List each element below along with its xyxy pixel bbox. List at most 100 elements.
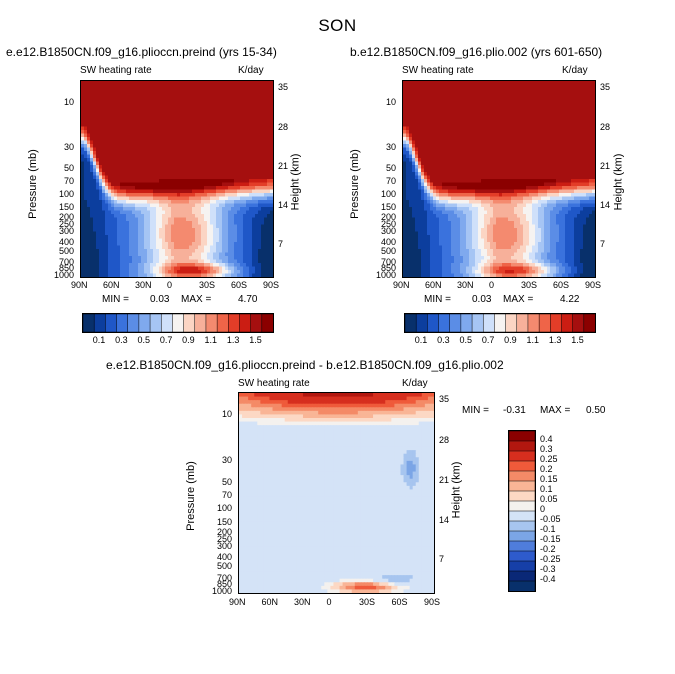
left-cell [195, 231, 199, 236]
left-cell [195, 112, 199, 117]
left-cell [180, 245, 184, 250]
left-cell [81, 158, 85, 163]
left-cell [159, 252, 163, 257]
right-cell [421, 144, 425, 149]
left-cell [132, 252, 136, 257]
left-cell [234, 179, 238, 184]
right-cell [586, 102, 590, 107]
right-cell [517, 130, 521, 135]
left-cell [180, 182, 184, 187]
right-cell [457, 112, 461, 117]
left-cell [234, 235, 238, 240]
left-cell [270, 196, 273, 201]
right-cell [406, 116, 410, 121]
right-cell [514, 109, 518, 114]
left-cell [135, 203, 139, 208]
left-cell [159, 109, 163, 114]
left-cell [177, 210, 181, 215]
left-cell [114, 207, 118, 212]
left-cell [237, 214, 241, 219]
left-cell [258, 200, 262, 205]
right-cell [484, 147, 488, 152]
left-cell [159, 186, 163, 191]
left-cell [246, 228, 250, 233]
right-cell [529, 116, 533, 121]
left-cell [84, 189, 88, 194]
left-cell [213, 231, 217, 236]
left-cell [261, 273, 265, 277]
left-cell [87, 102, 91, 107]
left-cell [108, 207, 112, 212]
right-cell [538, 140, 542, 145]
left-cell [132, 95, 136, 100]
left-cell [219, 161, 223, 166]
left-cell [99, 182, 103, 187]
left-cell [120, 214, 124, 219]
left-cell [93, 126, 97, 131]
left-cell [204, 196, 208, 201]
left-cell [249, 168, 253, 173]
left-cell [195, 91, 199, 96]
left-cell [174, 126, 178, 131]
left-cell [237, 186, 241, 191]
left-cell [231, 224, 235, 229]
left-cell [264, 256, 268, 261]
left-cell [180, 242, 184, 247]
left-cell [126, 175, 130, 180]
left-cell [84, 133, 88, 138]
left-cell [138, 140, 142, 145]
left-cell [225, 252, 229, 257]
left-cell [126, 84, 130, 89]
left-cell [267, 231, 271, 236]
left-cell [171, 210, 175, 215]
right-cell [496, 88, 500, 93]
left-cell [264, 196, 268, 201]
left-colorbar-label: 1.3 [226, 335, 240, 345]
left-cell [141, 245, 145, 250]
right-cell [460, 151, 464, 156]
left-cell [177, 137, 181, 142]
left-cell [195, 175, 199, 180]
left-cell [117, 224, 121, 229]
left-cell [240, 193, 244, 198]
left-cell [114, 98, 118, 103]
left-cell [264, 88, 268, 93]
left-cell [240, 154, 244, 159]
left-cell [243, 224, 247, 229]
left-cell [222, 210, 226, 215]
left-cell [207, 235, 211, 240]
left-cell [129, 259, 133, 264]
left-cell [243, 88, 247, 93]
left-cell [153, 95, 157, 100]
left-cell [102, 238, 106, 243]
left-cell [270, 147, 273, 152]
left-cell [90, 273, 94, 277]
left-cell [270, 193, 273, 198]
right-cell [469, 137, 473, 142]
left-cell [252, 228, 256, 233]
left-cell [84, 91, 88, 96]
left-cell [156, 249, 160, 254]
left-cell [129, 88, 133, 93]
left-cell [267, 186, 271, 191]
left-cell [156, 95, 160, 100]
right-cell [562, 140, 566, 145]
left-cell [84, 112, 88, 117]
left-cell [219, 144, 223, 149]
left-cell [177, 273, 181, 277]
right-cell [547, 98, 551, 103]
left-cell [243, 175, 247, 180]
left-cell [183, 158, 187, 163]
left-cell [219, 228, 223, 233]
left-cell [180, 147, 184, 152]
left-cell [237, 193, 241, 198]
right-cell [529, 144, 533, 149]
left-cell [159, 126, 163, 131]
left-cell [96, 196, 100, 201]
right-cell [487, 137, 491, 142]
left-cell [228, 91, 232, 96]
right-cell [526, 81, 530, 86]
left-cell [186, 154, 190, 159]
right-cell [469, 95, 473, 100]
left-cell [168, 137, 172, 142]
